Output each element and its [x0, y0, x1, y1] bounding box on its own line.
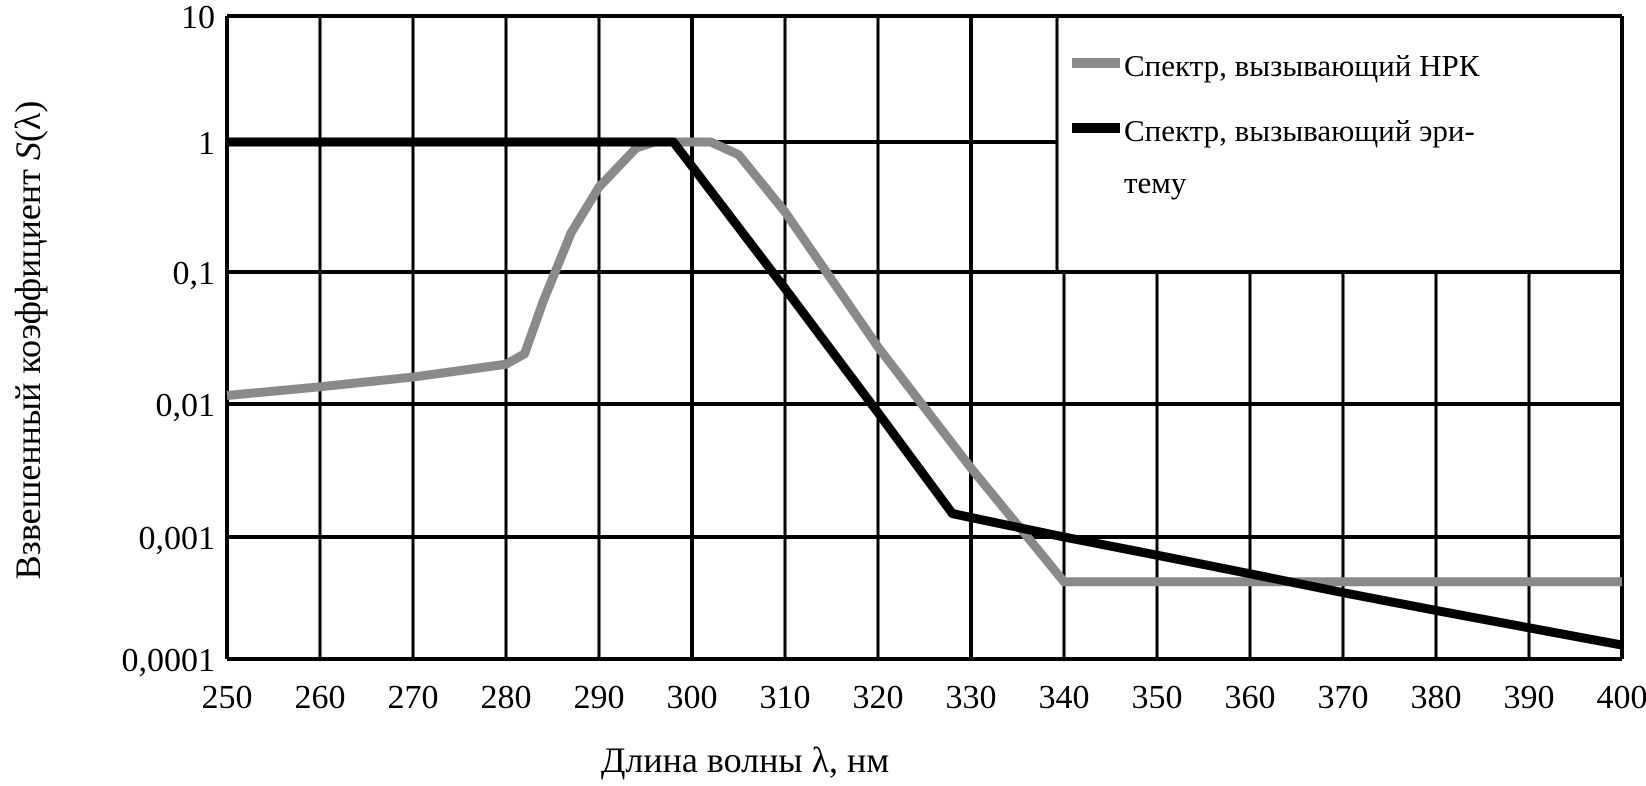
- x-tick-label: 270: [388, 679, 439, 716]
- x-tick-label: 370: [1318, 679, 1369, 716]
- x-tick-label: 260: [295, 679, 346, 716]
- x-tick-label: 310: [760, 679, 811, 716]
- y-tick-label: 1: [198, 125, 215, 162]
- y-tick-label: 10: [181, 0, 215, 36]
- x-tick-label: 280: [481, 679, 532, 716]
- y-tick-label: 0,0001: [122, 642, 216, 679]
- y-tick-label: 0,1: [173, 255, 216, 292]
- x-tick-label: 400: [1597, 679, 1646, 716]
- legend-box: [1055, 16, 1620, 272]
- y-tick-label: 0,001: [139, 520, 216, 557]
- y-axis-label-suffix: (λ): [8, 101, 48, 142]
- x-tick-label: 360: [1225, 679, 1276, 716]
- y-axis-label-symbol: S: [8, 142, 48, 160]
- y-axis-label: Взвешенный коэффициент S(λ): [8, 101, 48, 580]
- x-tick-label: 380: [1411, 679, 1462, 716]
- x-axis-label: Длина волны λ, нм: [601, 740, 889, 780]
- x-tick-label: 330: [946, 679, 997, 716]
- legend-label-nrk: Спектр, вызывающий НРК: [1124, 48, 1480, 83]
- legend-swatch-nrk: [1072, 58, 1120, 68]
- legend: Спектр, вызывающий НРК Спектр, вызывающи…: [1072, 48, 1480, 200]
- y-axis-label-prefix: Взвешенный коэффициент: [8, 160, 48, 579]
- legend-background: [1057, 18, 1620, 270]
- x-tick-label: 320: [853, 679, 904, 716]
- x-tick-label: 290: [574, 679, 625, 716]
- x-tick-label: 350: [1132, 679, 1183, 716]
- x-tick-label: 250: [202, 679, 253, 716]
- legend-label-erythema-line2: тему: [1124, 165, 1187, 200]
- grid: [225, 14, 1624, 661]
- legend-swatch-erythema: [1072, 123, 1120, 133]
- x-tick-label: 390: [1504, 679, 1555, 716]
- y-tick-label: 0,01: [156, 387, 216, 424]
- x-tick-label: 300: [667, 679, 718, 716]
- series-lines: [226, 137, 1623, 650]
- x-tick-label: 340: [1039, 679, 1090, 716]
- series-line-erythema: [227, 137, 1623, 650]
- legend-label-erythema-line1: Спектр, вызывающий эри-: [1124, 113, 1475, 148]
